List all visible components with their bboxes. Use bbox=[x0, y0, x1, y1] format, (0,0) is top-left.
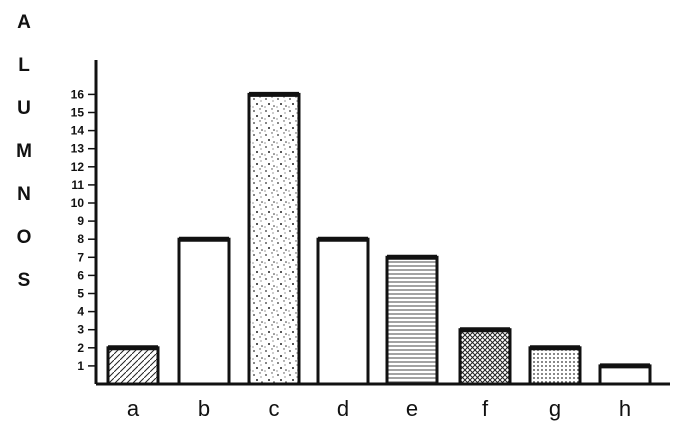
y-axis-label-letter: L bbox=[18, 55, 30, 76]
y-axis-label-letter: S bbox=[18, 270, 31, 291]
bar-e bbox=[385, 254, 439, 386]
x-category-label: g bbox=[549, 396, 561, 421]
y-tick-label: 8 bbox=[77, 232, 84, 246]
y-tick-label: 6 bbox=[77, 268, 84, 282]
bar-h bbox=[598, 363, 652, 386]
y-tick-label: 10 bbox=[71, 196, 85, 210]
y-tick-label: 5 bbox=[77, 287, 84, 301]
x-category-label: c bbox=[269, 396, 280, 421]
bar-g bbox=[528, 345, 582, 386]
bar-d bbox=[316, 236, 370, 386]
x-category-label: e bbox=[406, 396, 418, 421]
y-tick-label: 12 bbox=[71, 160, 85, 174]
y-tick-label: 4 bbox=[77, 305, 84, 319]
bar-c bbox=[247, 91, 301, 386]
bar-b bbox=[177, 236, 231, 386]
y-tick-label: 13 bbox=[71, 142, 85, 156]
y-tick-label: 7 bbox=[77, 250, 84, 264]
y-axis-label-letter: N bbox=[17, 184, 31, 205]
y-axis-label-letter: M bbox=[16, 141, 32, 162]
y-tick-label: 11 bbox=[71, 178, 84, 192]
y-tick-label: 15 bbox=[71, 106, 85, 120]
x-axis-categories: a b c d e f g h bbox=[127, 396, 631, 421]
y-axis-label: A L U M N O S bbox=[16, 12, 32, 291]
y-tick-label: 1 bbox=[77, 359, 84, 373]
y-tick-label: 2 bbox=[77, 341, 84, 355]
x-category-label: d bbox=[337, 396, 349, 421]
x-category-label: a bbox=[127, 396, 140, 421]
y-axis-label-letter: O bbox=[17, 227, 32, 248]
y-axis-label-letter: U bbox=[17, 98, 31, 119]
y-tick-label: 3 bbox=[77, 323, 84, 337]
y-tick-label: 14 bbox=[71, 124, 85, 138]
y-axis-label-letter: A bbox=[17, 12, 31, 33]
bars bbox=[106, 91, 652, 386]
bar-a bbox=[106, 345, 160, 386]
y-tick-label: 16 bbox=[71, 87, 85, 101]
y-tick-label: 9 bbox=[77, 214, 84, 228]
x-category-label: b bbox=[198, 396, 210, 421]
x-category-label: h bbox=[619, 396, 631, 421]
bar-f bbox=[458, 327, 512, 386]
x-category-label: f bbox=[482, 396, 489, 421]
